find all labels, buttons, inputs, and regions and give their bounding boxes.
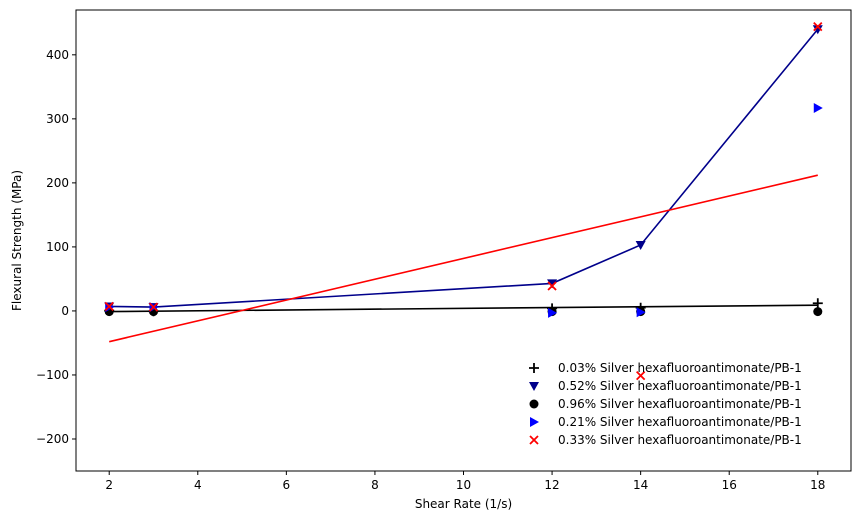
data-point [813, 22, 823, 32]
data-point [547, 281, 557, 291]
x-tick-label: 6 [283, 478, 291, 492]
y-tick-label: −100 [36, 368, 69, 382]
y-tick-label: 200 [46, 176, 69, 190]
y-axis-label: Flexural Strength (MPa) [10, 170, 24, 311]
fit-lines [109, 28, 819, 343]
x-tick-label: 8 [371, 478, 379, 492]
data-point [548, 307, 558, 318]
legend-marker [529, 435, 539, 445]
data-point [813, 307, 823, 317]
x-tick-label: 2 [105, 478, 113, 492]
x-tick-label: 12 [544, 478, 559, 492]
legend-label: 0.96% Silver hexafluoroantimonate/PB-1 [558, 397, 802, 411]
data-point [813, 102, 823, 113]
x-tick-label: 10 [456, 478, 471, 492]
legend-marker [529, 382, 539, 391]
y-tick-label: −200 [36, 432, 69, 446]
data-point [636, 370, 646, 381]
data-point [547, 279, 558, 289]
x-axis-label: Shear Rate (1/s) [415, 497, 512, 511]
data-markers [104, 22, 823, 381]
y-tick-label: 400 [46, 48, 69, 62]
legend: 0.03% Silver hexafluoroantimonate/PB-1 0.… [529, 361, 802, 447]
x-tick-label: 18 [810, 478, 825, 492]
line-0 [109, 28, 819, 308]
y-tick-label: 300 [46, 112, 69, 126]
x-tick-label: 4 [194, 478, 202, 492]
data-point [148, 302, 159, 312]
y-tick-label: 100 [46, 240, 69, 254]
x-tick-label: 14 [633, 478, 648, 492]
legend-label: 0.21% Silver hexafluoroantimonate/PB-1 [558, 415, 802, 429]
y-tick-label: 0 [61, 304, 69, 318]
line-2 [109, 174, 818, 343]
x-tick-label: 16 [722, 478, 737, 492]
data-point [635, 240, 646, 250]
data-point [812, 25, 823, 35]
data-point [104, 301, 114, 312]
y-axis: −200 −100 0 100 200 300 400 [36, 48, 76, 446]
data-point [812, 298, 823, 309]
legend-marker [529, 363, 539, 373]
legend-label: 0.03% Silver hexafluoroantimonate/PB-1 [558, 361, 802, 375]
legend-label: 0.33% Silver hexafluoroantimonate/PB-1 [558, 433, 802, 447]
data-point [636, 307, 646, 318]
legend-marker [530, 417, 539, 427]
legend-marker [529, 399, 539, 409]
legend-label: 0.52% Silver hexafluoroantimonate/PB-1 [558, 379, 802, 393]
line-1 [109, 304, 818, 313]
x-axis: 2 4 6 8 10 12 14 16 18 [105, 471, 825, 492]
